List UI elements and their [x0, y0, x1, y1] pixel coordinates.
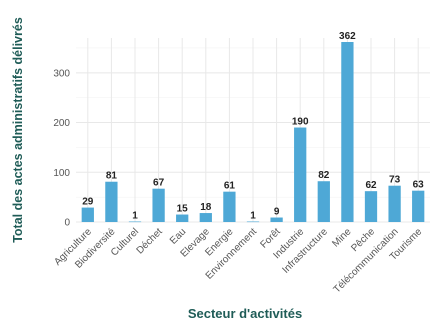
bar	[152, 188, 165, 222]
data-label: 1	[250, 211, 256, 222]
data-label: 67	[153, 178, 165, 189]
data-label: 29	[82, 197, 94, 208]
bar	[341, 42, 354, 222]
bar	[223, 191, 236, 222]
bars	[81, 42, 425, 223]
bar	[412, 190, 425, 222]
bar	[176, 214, 189, 222]
data-label: 62	[365, 180, 377, 191]
data-label: 18	[200, 202, 212, 213]
data-label: 73	[389, 175, 401, 186]
y-tick-label: 200	[53, 118, 70, 129]
data-label: 190	[292, 117, 309, 128]
y-axis-title: Total des actes administratifs délivrés	[11, 17, 25, 243]
data-label: 82	[318, 170, 330, 181]
data-label: 61	[224, 181, 236, 192]
data-labels: 29 81 1 67 15 18 61 1 9 190 82 362 62 73 63	[82, 31, 424, 222]
bar	[128, 221, 142, 223]
bar	[105, 181, 118, 222]
y-tick-label: 300	[53, 68, 70, 79]
data-label: 1	[132, 211, 138, 222]
bar	[81, 207, 94, 222]
x-tick-label: Eau	[168, 226, 188, 246]
data-label: 362	[339, 31, 356, 42]
bar	[364, 191, 378, 222]
y-tick-label: 100	[53, 168, 70, 179]
y-tick-label: 0	[64, 218, 70, 229]
data-label: 15	[177, 204, 189, 215]
bar	[246, 221, 260, 223]
data-label: 81	[106, 171, 118, 182]
y-axis-ticks: 0 100 200 300	[53, 68, 70, 228]
bar	[294, 127, 307, 222]
data-label: 63	[413, 180, 425, 191]
bar	[317, 181, 330, 222]
x-axis-title: Secteur d'activités	[188, 306, 302, 321]
x-tick-label: Déchet	[135, 226, 165, 256]
bar	[270, 217, 283, 222]
bar	[388, 185, 401, 222]
bar	[199, 213, 212, 222]
data-label: 9	[274, 207, 280, 218]
